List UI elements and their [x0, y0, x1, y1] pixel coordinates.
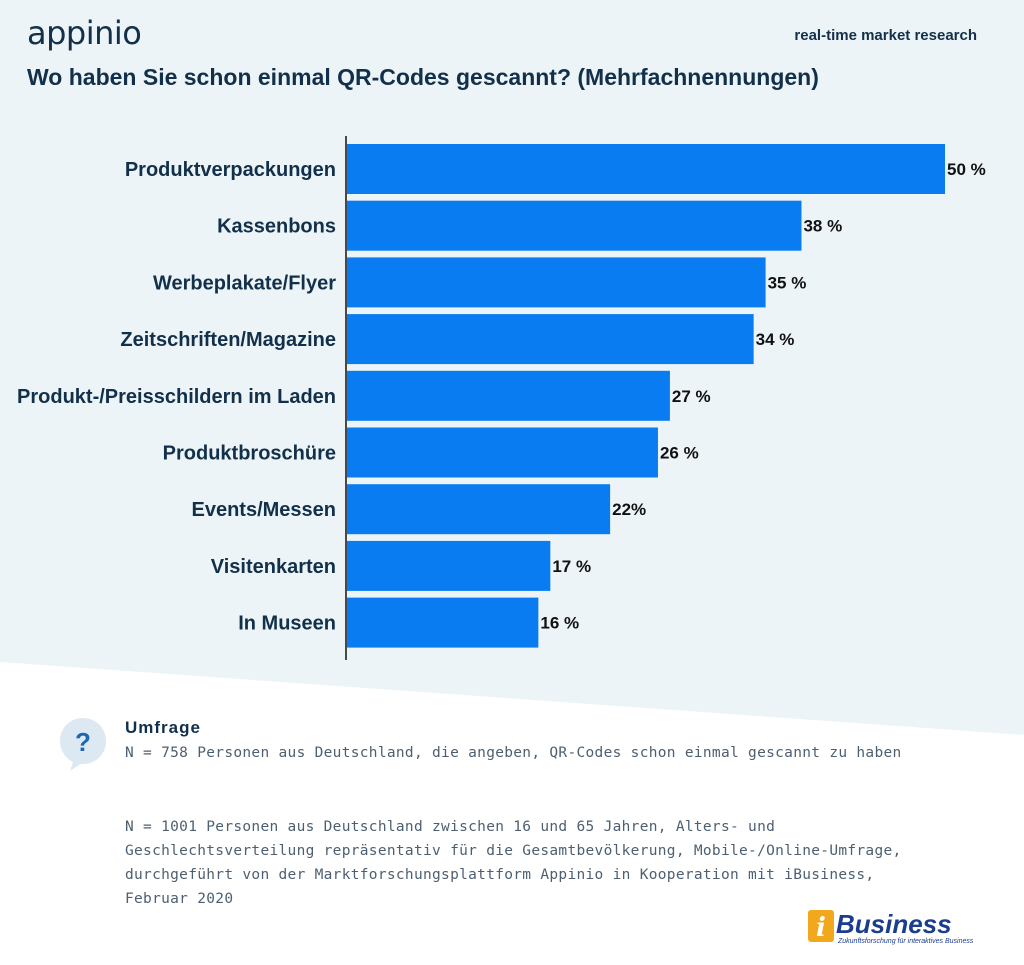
survey-title: Umfrage: [125, 718, 201, 737]
svg-text:?: ?: [75, 727, 91, 757]
category-label: Zeitschriften/Magazine: [120, 329, 336, 351]
svg-text:Business: Business: [836, 909, 952, 939]
bar: [347, 484, 611, 535]
value-label: 22%: [612, 500, 646, 519]
category-label: Werbeplakate/Flyer: [153, 272, 336, 294]
category-label: Events/Messen: [191, 499, 336, 521]
question-icon: ?: [60, 718, 106, 771]
bar: [347, 314, 754, 365]
value-label: 38 %: [803, 217, 842, 236]
survey-note-methodology: N = 1001 Personen aus Deutschland zwisch…: [125, 819, 902, 907]
ibusiness-logo: i Business Zukunftsforschung für interak…: [808, 909, 974, 945]
appinio-logo: appinio: [27, 14, 142, 52]
tagline: real-time market research: [794, 27, 977, 44]
bar: [347, 200, 802, 251]
value-label: 16 %: [540, 614, 579, 633]
bar: [347, 597, 539, 648]
bar: [347, 427, 658, 478]
category-label: Visitenkarten: [211, 556, 336, 578]
value-label: 17 %: [552, 557, 591, 576]
category-label: Produktbroschüre: [163, 443, 336, 465]
survey-note-respondents: N = 758 Personen aus Deutschland, die an…: [125, 745, 902, 761]
value-label: 35 %: [768, 273, 807, 292]
value-label: 50 %: [947, 160, 986, 179]
chart-title: Wo haben Sie schon einmal QR-Codes gesca…: [27, 64, 819, 90]
value-label: 26 %: [660, 444, 699, 463]
category-label: Produkt-/Preisschildern im Laden: [17, 386, 336, 408]
category-label: Produktverpackungen: [125, 159, 336, 181]
bar-chart: Produktverpackungen 50 % Kassenbons 38 % Wer…: [17, 136, 986, 660]
bar: [347, 370, 670, 421]
bar: [347, 540, 551, 591]
value-label: 34 %: [756, 330, 795, 349]
bar: [347, 257, 766, 308]
category-label: Kassenbons: [217, 216, 336, 238]
svg-text:Zukunftsforschung für interakt: Zukunftsforschung für interaktives Busin…: [837, 938, 974, 945]
svg-text:i: i: [816, 913, 826, 943]
category-label: In Museen: [238, 613, 336, 635]
value-label: 27 %: [672, 387, 711, 406]
bar: [347, 144, 945, 194]
